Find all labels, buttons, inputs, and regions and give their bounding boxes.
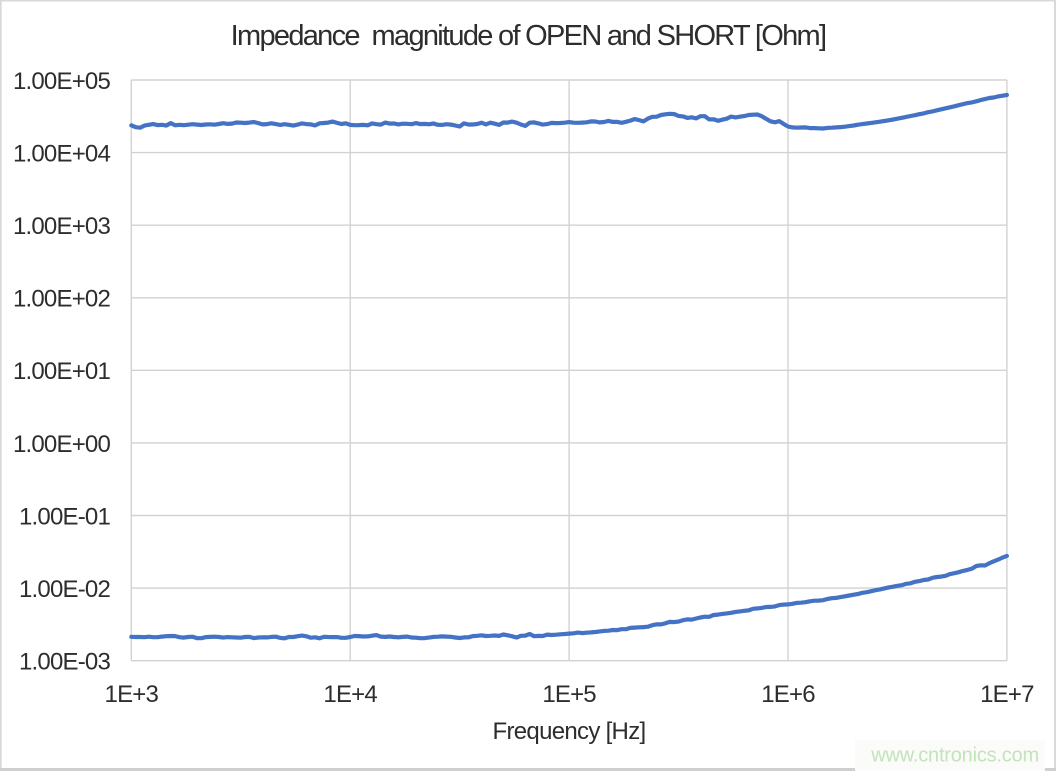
- svg-text:1E+3: 1E+3: [105, 681, 159, 708]
- svg-text:1.00E+01: 1.00E+01: [13, 358, 110, 385]
- svg-text:1.00E+00: 1.00E+00: [13, 431, 110, 458]
- svg-text:1.00E+04: 1.00E+04: [13, 141, 110, 168]
- svg-text:1E+4: 1E+4: [323, 681, 377, 708]
- svg-text:1E+5: 1E+5: [542, 681, 596, 708]
- svg-text:1E+7: 1E+7: [980, 681, 1034, 708]
- svg-text:1.00E-01: 1.00E-01: [19, 503, 110, 530]
- svg-text:1.00E+03: 1.00E+03: [13, 213, 110, 240]
- svg-text:Impedance magnitude of OPEN a: Impedance magnitude of OPEN and SHORT [O…: [231, 20, 826, 52]
- svg-text:1E+6: 1E+6: [761, 681, 815, 708]
- svg-text:Frequency [Hz]: Frequency [Hz]: [493, 718, 646, 745]
- svg-text:1.00E-03: 1.00E-03: [19, 649, 110, 676]
- svg-text:1.00E+05: 1.00E+05: [13, 68, 110, 95]
- svg-text:1.00E+02: 1.00E+02: [13, 286, 110, 313]
- svg-text:www.cntronics.com: www.cntronics.com: [870, 745, 1039, 767]
- svg-text:1.00E-02: 1.00E-02: [19, 576, 110, 603]
